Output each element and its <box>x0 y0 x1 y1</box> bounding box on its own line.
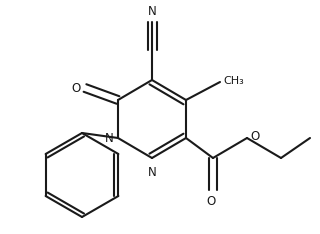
Text: O: O <box>206 195 216 208</box>
Text: O: O <box>72 81 81 95</box>
Text: N: N <box>148 166 156 179</box>
Text: CH₃: CH₃ <box>223 76 244 86</box>
Text: O: O <box>250 129 259 143</box>
Text: N: N <box>105 132 114 145</box>
Text: N: N <box>148 5 156 18</box>
